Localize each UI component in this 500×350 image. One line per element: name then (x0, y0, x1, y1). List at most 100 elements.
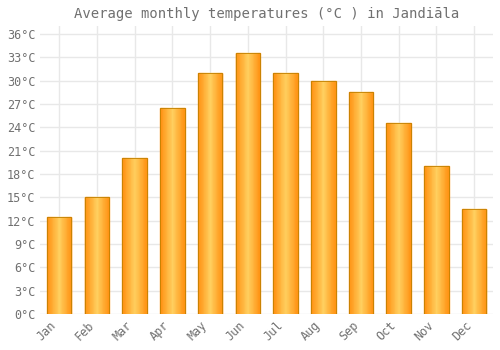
Bar (366, 92, 368, 314)
Bar (162, 108, 164, 314)
Bar (312, 81, 314, 314)
Bar (293, 73, 294, 314)
Bar (402, 124, 403, 314)
Bar (326, 81, 328, 314)
Bar (354, 92, 356, 314)
Bar (90, 197, 91, 314)
Bar (351, 92, 352, 314)
Bar (129, 159, 130, 314)
Bar (54, 217, 55, 314)
Bar (204, 73, 205, 314)
Bar (215, 73, 216, 314)
Bar (406, 124, 407, 314)
Bar (333, 81, 334, 314)
Bar (407, 124, 408, 314)
Bar (468, 209, 469, 314)
Bar (329, 81, 330, 314)
Bar (332, 81, 333, 314)
Bar (169, 108, 170, 314)
Bar (256, 54, 257, 314)
Title: Average monthly temperatures (°C ) in Jandiāla: Average monthly temperatures (°C ) in Ja… (74, 7, 460, 21)
Bar (386, 124, 411, 314)
Bar (424, 166, 425, 314)
Bar (179, 108, 180, 314)
Bar (122, 159, 147, 314)
Bar (122, 159, 123, 314)
Bar (138, 159, 140, 314)
Bar (279, 73, 280, 314)
Bar (219, 73, 220, 314)
Bar (166, 108, 168, 314)
Bar (394, 124, 396, 314)
Bar (47, 217, 72, 314)
Bar (321, 81, 322, 314)
Bar (426, 166, 428, 314)
Bar (160, 108, 184, 314)
Bar (400, 124, 401, 314)
Bar (371, 92, 372, 314)
Bar (410, 124, 411, 314)
Bar (134, 159, 136, 314)
Bar (106, 197, 108, 314)
Bar (353, 92, 354, 314)
Bar (96, 197, 97, 314)
Bar (462, 209, 486, 314)
Bar (480, 209, 482, 314)
Bar (65, 217, 66, 314)
Bar (254, 54, 255, 314)
Bar (240, 54, 242, 314)
Bar (361, 92, 362, 314)
Bar (396, 124, 397, 314)
Bar (444, 166, 446, 314)
Bar (284, 73, 286, 314)
Bar (165, 108, 166, 314)
Bar (243, 54, 244, 314)
Bar (370, 92, 371, 314)
Bar (288, 73, 289, 314)
Bar (182, 108, 183, 314)
Bar (466, 209, 467, 314)
Bar (434, 166, 435, 314)
Bar (175, 108, 176, 314)
Bar (318, 81, 319, 314)
Bar (173, 108, 174, 314)
Bar (348, 92, 374, 314)
Bar (86, 197, 87, 314)
Bar (438, 166, 439, 314)
Bar (84, 197, 109, 314)
Bar (274, 73, 298, 314)
Bar (258, 54, 260, 314)
Bar (104, 197, 105, 314)
Bar (211, 73, 212, 314)
Bar (108, 197, 109, 314)
Bar (198, 73, 222, 314)
Bar (141, 159, 142, 314)
Bar (102, 197, 104, 314)
Bar (429, 166, 430, 314)
Bar (350, 92, 351, 314)
Bar (201, 73, 202, 314)
Bar (372, 92, 374, 314)
Bar (88, 197, 90, 314)
Bar (484, 209, 485, 314)
Bar (105, 197, 106, 314)
Bar (289, 73, 290, 314)
Bar (440, 166, 442, 314)
Bar (136, 159, 137, 314)
Bar (84, 197, 109, 314)
Bar (320, 81, 321, 314)
Bar (436, 166, 438, 314)
Bar (324, 81, 325, 314)
Bar (474, 209, 475, 314)
Bar (389, 124, 390, 314)
Bar (144, 159, 146, 314)
Bar (442, 166, 443, 314)
Bar (311, 81, 336, 314)
Bar (275, 73, 276, 314)
Bar (244, 54, 246, 314)
Bar (160, 108, 184, 314)
Bar (316, 81, 318, 314)
Bar (311, 81, 312, 314)
Bar (330, 81, 332, 314)
Bar (84, 197, 86, 314)
